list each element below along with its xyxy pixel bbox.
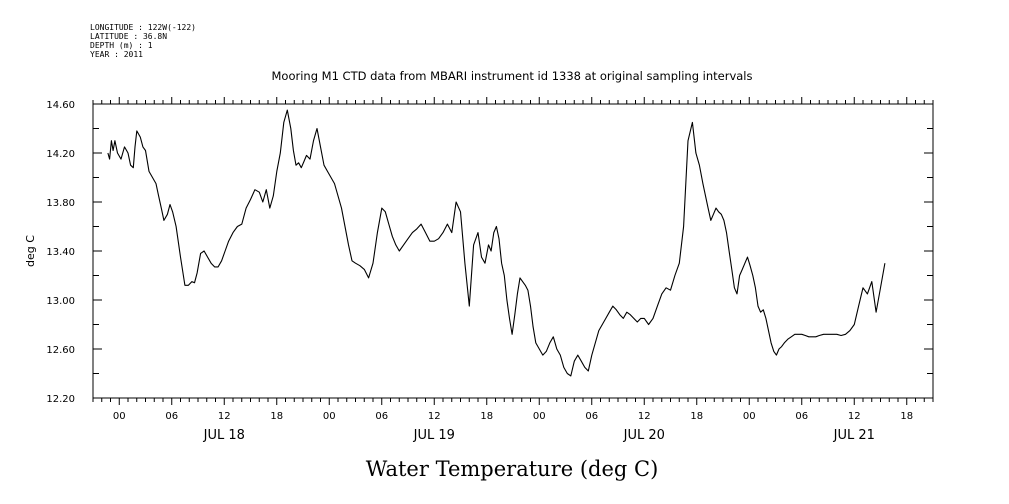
x-tick-label: 18 <box>900 411 913 422</box>
x-tick-label: 06 <box>375 411 388 422</box>
x-axis-label: Water Temperature (deg C) <box>366 457 659 481</box>
day-label: JUL 18 <box>203 428 245 443</box>
x-tick-label: 18 <box>480 411 493 422</box>
x-tick-label: 00 <box>323 411 336 422</box>
day-label: JUL 19 <box>413 428 455 443</box>
longitude-label: LONGITUDE : 122W(-122) <box>90 23 196 32</box>
chart-title: Mooring M1 CTD data from MBARI instrumen… <box>272 69 753 83</box>
y-axis: 12.20 12.60 13.00 13.40 13.80 14.20 14.60 <box>46 100 933 405</box>
x-axis: 00 06 12 18 00 06 12 18 00 06 12 18 00 06 12 18 JUL 18 JU… <box>92 97 934 443</box>
y-tick-label: 12.60 <box>46 345 75 356</box>
year-label: YEAR : 2011 <box>90 50 143 59</box>
day-label: JUL 21 <box>833 428 875 443</box>
day-label: JUL 20 <box>623 428 665 443</box>
x-tick-label: 12 <box>848 411 861 422</box>
y-tick-label: 13.80 <box>46 198 75 209</box>
y-tick-label: 13.00 <box>46 296 75 307</box>
x-tick-label: 00 <box>743 411 756 422</box>
x-tick-label: 12 <box>428 411 441 422</box>
y-tick-label: 13.40 <box>46 247 75 258</box>
x-tick-label: 18 <box>690 411 703 422</box>
depth-label: DEPTH (m) : 1 <box>90 41 153 50</box>
plot-frame <box>92 103 934 399</box>
x-tick-label: 06 <box>795 411 808 422</box>
y-tick-label: 14.60 <box>46 100 75 111</box>
x-tick-label: 06 <box>585 411 598 422</box>
y-axis-label: deg C <box>24 235 37 267</box>
x-tick-label: 00 <box>533 411 546 422</box>
metadata-block: LONGITUDE : 122W(-122) LATITUDE : 36.8N … <box>90 23 196 59</box>
x-tick-label: 00 <box>113 411 126 422</box>
y-tick-label: 12.20 <box>46 394 75 405</box>
x-tick-label: 12 <box>218 411 231 422</box>
x-tick-label: 18 <box>270 411 283 422</box>
latitude-label: LATITUDE : 36.8N <box>90 32 168 41</box>
x-tick-label: 06 <box>165 411 178 422</box>
x-tick-label: 12 <box>638 411 651 422</box>
temperature-series-line <box>107 109 886 377</box>
y-tick-label: 14.20 <box>46 149 75 160</box>
series-group <box>107 109 886 377</box>
